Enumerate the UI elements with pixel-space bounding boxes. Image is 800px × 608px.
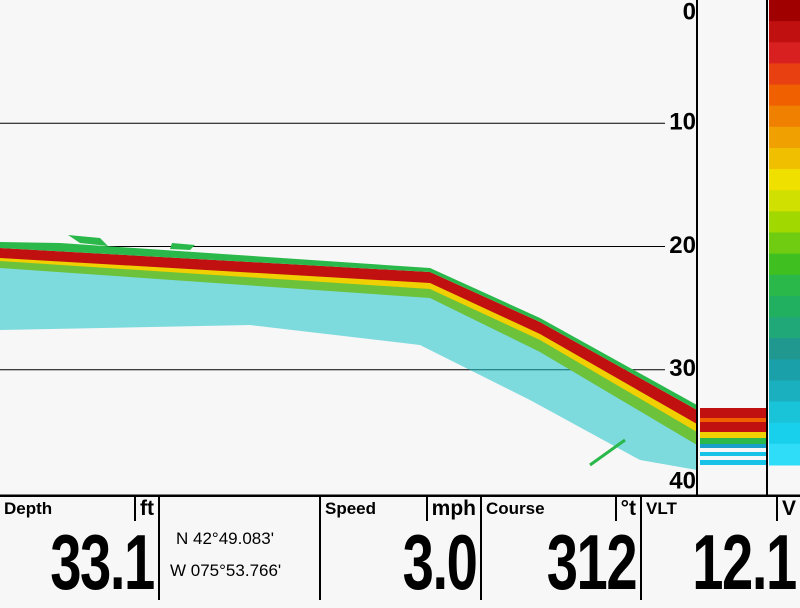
unit: ft bbox=[134, 497, 154, 521]
fish-trail bbox=[589, 438, 626, 467]
depth-tick-label: 20 bbox=[669, 232, 696, 259]
color-palette bbox=[769, 0, 800, 466]
palette-swatch bbox=[769, 126, 800, 149]
depth-tick-label: 0 bbox=[683, 0, 696, 25]
palette-swatch bbox=[769, 190, 800, 212]
palette-swatch bbox=[769, 317, 800, 339]
palette-swatch bbox=[769, 0, 800, 22]
palette-swatch bbox=[769, 21, 800, 43]
fish-arch bbox=[68, 235, 108, 246]
vlt-pane: VLT V 12.1 bbox=[640, 497, 800, 606]
value: 3.0 bbox=[402, 518, 477, 606]
palette-swatch bbox=[769, 295, 800, 318]
palette-swatch bbox=[769, 105, 800, 128]
unit: V bbox=[775, 497, 796, 521]
course-pane: Course °t 312 bbox=[480, 497, 640, 606]
palette-swatch bbox=[769, 232, 800, 255]
palette-swatch bbox=[769, 274, 800, 297]
palette-swatch bbox=[769, 443, 800, 466]
palette-swatch bbox=[769, 211, 800, 233]
unit: °t bbox=[614, 497, 636, 521]
label: Depth bbox=[4, 499, 53, 518]
palette-swatch bbox=[769, 169, 800, 191]
position-pane: N 42°49.083' W 075°53.766' bbox=[158, 497, 319, 600]
fish-arch bbox=[170, 243, 195, 250]
depth-tick-label: 40 bbox=[669, 467, 696, 494]
label: VLT bbox=[646, 499, 677, 518]
palette-swatch bbox=[769, 84, 800, 107]
palette-swatch bbox=[769, 253, 800, 276]
palette-swatch bbox=[769, 338, 800, 360]
flasher bbox=[700, 408, 766, 465]
value: 12.1 bbox=[692, 518, 797, 606]
value: 33.1 bbox=[50, 518, 155, 606]
palette-swatch bbox=[769, 63, 800, 86]
palette-swatch bbox=[769, 147, 800, 170]
sonar-bottom bbox=[0, 248, 697, 424]
longitude: W 075°53.766' bbox=[170, 561, 282, 580]
depth-tick-label: 10 bbox=[669, 109, 696, 136]
palette-swatch bbox=[769, 422, 800, 445]
sonar-clutter bbox=[0, 262, 697, 470]
depth-tick-label: 30 bbox=[669, 355, 696, 382]
label: Course bbox=[486, 499, 545, 518]
latitude: N 42°49.083' bbox=[176, 529, 274, 548]
palette-swatch bbox=[769, 42, 800, 64]
value: 312 bbox=[546, 518, 638, 606]
speed-pane: Speed mph 3.0 bbox=[319, 497, 480, 606]
unit: mph bbox=[425, 497, 476, 521]
label: Speed bbox=[325, 499, 377, 518]
palette-swatch bbox=[769, 401, 800, 424]
palette-swatch bbox=[769, 359, 800, 381]
depth-pane: Depth ft 33.1 bbox=[0, 497, 158, 606]
palette-swatch bbox=[769, 380, 800, 403]
